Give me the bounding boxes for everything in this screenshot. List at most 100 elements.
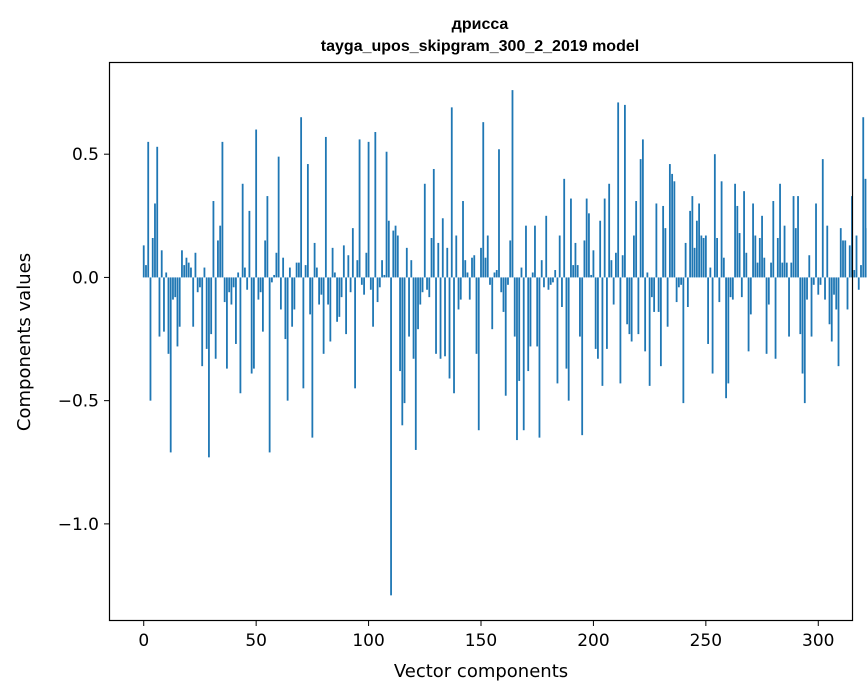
bar xyxy=(513,277,516,337)
bar xyxy=(561,277,563,307)
bar xyxy=(668,164,671,278)
bar xyxy=(848,245,851,278)
bar xyxy=(304,265,307,278)
bar xyxy=(664,228,667,278)
bar xyxy=(731,277,734,300)
x-tick-label: 300 xyxy=(802,631,834,651)
y-tick-label: −1.0 xyxy=(58,515,99,535)
bar xyxy=(785,262,788,278)
bar xyxy=(556,277,559,384)
bar xyxy=(855,235,858,278)
bar xyxy=(545,215,548,278)
bar xyxy=(282,257,285,278)
bar xyxy=(646,272,649,278)
bar xyxy=(419,277,422,305)
bar xyxy=(698,203,700,278)
bar xyxy=(219,225,222,278)
bar xyxy=(709,267,712,278)
bar xyxy=(752,203,754,278)
bar xyxy=(448,277,451,379)
bar xyxy=(743,191,745,278)
bar xyxy=(603,198,606,278)
bar xyxy=(592,250,595,278)
bar xyxy=(349,277,352,293)
bar xyxy=(502,277,505,312)
y-axis-label: Components values xyxy=(14,253,35,431)
bar xyxy=(329,277,332,342)
bar xyxy=(507,277,509,285)
bar xyxy=(356,260,359,278)
bar xyxy=(648,277,651,386)
bar xyxy=(279,277,282,310)
bar xyxy=(185,257,188,278)
bar xyxy=(570,198,572,278)
bar xyxy=(284,277,287,340)
bar xyxy=(727,277,730,384)
bar xyxy=(462,201,464,278)
bar xyxy=(720,181,723,278)
bar xyxy=(803,277,806,404)
bar xyxy=(203,267,206,278)
bar xyxy=(392,230,395,278)
bar xyxy=(691,196,694,278)
bar xyxy=(806,277,808,300)
bar xyxy=(367,141,370,278)
bar xyxy=(682,277,685,404)
bar xyxy=(156,146,159,278)
bar xyxy=(302,277,305,389)
bar xyxy=(864,178,867,278)
bar xyxy=(824,277,826,300)
bar xyxy=(588,213,590,278)
bar xyxy=(439,277,442,359)
bar xyxy=(531,272,534,278)
bar xyxy=(770,262,772,278)
bar xyxy=(372,277,374,327)
bar xyxy=(808,255,811,278)
bar xyxy=(426,277,428,290)
bar xyxy=(536,277,539,347)
bar xyxy=(457,277,460,310)
bar xyxy=(453,277,455,394)
y-tick-label: −0.5 xyxy=(58,392,99,412)
bar xyxy=(725,277,727,399)
bar xyxy=(783,225,786,278)
bar xyxy=(183,265,186,278)
bar xyxy=(255,129,258,278)
bar xyxy=(266,196,269,278)
bar xyxy=(286,277,289,401)
bar xyxy=(792,196,795,278)
bar xyxy=(241,183,244,278)
bar xyxy=(606,277,608,349)
bar xyxy=(347,255,350,278)
bar xyxy=(432,168,435,278)
bar xyxy=(563,178,566,278)
bar xyxy=(707,277,709,344)
bar xyxy=(704,235,707,278)
bar xyxy=(779,183,781,278)
bar xyxy=(253,277,255,369)
bar xyxy=(181,250,183,278)
bar xyxy=(149,277,152,401)
bar xyxy=(740,277,743,298)
bar xyxy=(547,277,550,290)
bar xyxy=(673,181,676,278)
bar xyxy=(527,277,530,372)
bar xyxy=(711,277,714,374)
bar xyxy=(594,277,597,349)
x-axis-ticks: 0 50 100 150 200 250 300 xyxy=(138,620,834,651)
bar xyxy=(378,277,381,288)
bar xyxy=(338,277,341,317)
bar xyxy=(558,235,561,278)
bar xyxy=(446,247,449,278)
bar xyxy=(754,235,757,278)
bar xyxy=(511,90,514,278)
bar xyxy=(853,270,856,278)
bar xyxy=(311,277,314,438)
chart-title: дрисса xyxy=(452,16,509,33)
bar xyxy=(477,277,480,431)
bar xyxy=(608,183,611,278)
bar xyxy=(538,277,541,438)
bar xyxy=(812,277,815,285)
x-axis-label: Vector components xyxy=(394,661,568,682)
bar xyxy=(572,265,575,278)
